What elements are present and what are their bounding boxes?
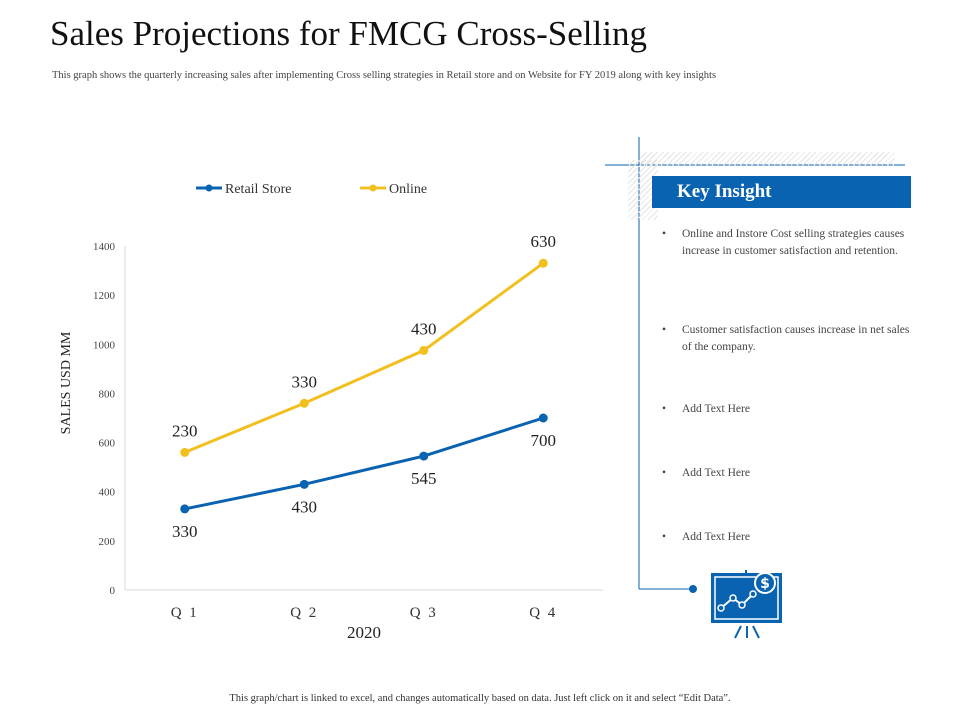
chart-legend: Retail Store Online	[196, 182, 427, 197]
data-label: 430	[411, 319, 437, 338]
x-tick-label: Q 1	[171, 605, 199, 621]
insight-text: Add Text Here	[682, 467, 750, 479]
page-subtitle: This graph shows the quarterly increasin…	[52, 70, 717, 81]
data-point[interactable]	[419, 451, 429, 461]
chart-labels: 0 200 400 600 800 1000 1200 1400 Q 1 Q 2 Q 3 Q 4 202…	[59, 232, 557, 642]
data-point[interactable]	[299, 398, 309, 408]
y-axis-title: SALES USD MM	[59, 331, 74, 434]
data-point[interactable]	[538, 413, 548, 423]
data-point[interactable]	[180, 504, 190, 514]
legend-label: Retail Store	[225, 182, 292, 197]
insight-text: Customer satisfaction causes increase in…	[682, 324, 910, 353]
insight-text: Add Text Here	[682, 403, 750, 415]
bullet-icon: •	[662, 403, 667, 415]
data-point[interactable]	[180, 447, 190, 457]
data-label: 630	[531, 232, 557, 251]
x-axis-title: 2020	[347, 623, 381, 642]
bullet-icon: •	[662, 324, 667, 336]
x-tick-label: Q 4	[529, 605, 557, 621]
series-line-retail-store	[184, 416, 544, 511]
chart-lines	[180, 258, 548, 514]
y-tick-label: 0	[110, 585, 116, 597]
y-tick-label: 1000	[93, 339, 116, 351]
y-tick-label: 200	[99, 536, 116, 548]
data-label: 330	[172, 522, 198, 541]
bullet-icon: •	[662, 467, 667, 479]
legend-marker	[205, 184, 213, 192]
sales-chart[interactable]: 0 200 400 600 800 1000 1200 1400 Q 1 Q 2 Q 3 Q 4 202…	[0, 0, 960, 680]
svg-text:$: $	[760, 576, 770, 592]
y-tick-label: 1400	[93, 241, 116, 253]
key-insight-header: Key Insight	[652, 176, 911, 208]
insight-item: • Add Text Here	[662, 401, 912, 418]
chart-grid	[124, 246, 603, 591]
x-tick-label: Q 3	[410, 605, 438, 621]
series-line-online	[184, 261, 545, 454]
y-tick-label: 400	[99, 487, 116, 499]
data-point[interactable]	[538, 258, 548, 268]
bullet-icon: •	[662, 531, 667, 543]
insight-text: Add Text Here	[682, 531, 750, 543]
insight-text: Online and Instore Cost selling strategi…	[682, 228, 905, 257]
presentation-chart-icon: $	[711, 570, 782, 639]
data-label: 545	[411, 469, 437, 488]
bullet-icon: •	[662, 228, 667, 240]
insight-item: • Add Text Here	[662, 465, 912, 482]
data-label: 330	[292, 372, 318, 391]
data-label: 230	[172, 421, 198, 440]
insight-item: • Add Text Here	[662, 529, 912, 546]
data-point[interactable]	[419, 345, 429, 355]
insight-item: • Customer satisfaction causes increase i…	[662, 322, 912, 355]
data-label: 430	[292, 497, 318, 516]
footer-note: This graph/chart is linked to excel, and…	[229, 693, 731, 704]
decorative-hatch-top	[640, 152, 895, 166]
y-tick-label: 800	[99, 388, 116, 400]
data-label: 700	[531, 431, 557, 450]
legend-marker	[369, 184, 377, 192]
legend-label: Online	[389, 182, 427, 197]
insight-item: • Online and Instore Cost selling strateg…	[662, 226, 912, 259]
insight-connector-dot	[689, 585, 697, 593]
x-tick-label: Q 2	[290, 605, 318, 621]
y-tick-label: 1200	[93, 290, 116, 302]
y-tick-label: 600	[99, 438, 116, 450]
page-title: Sales Projections for FMCG Cross-Selling	[50, 14, 647, 53]
data-point[interactable]	[299, 479, 309, 489]
